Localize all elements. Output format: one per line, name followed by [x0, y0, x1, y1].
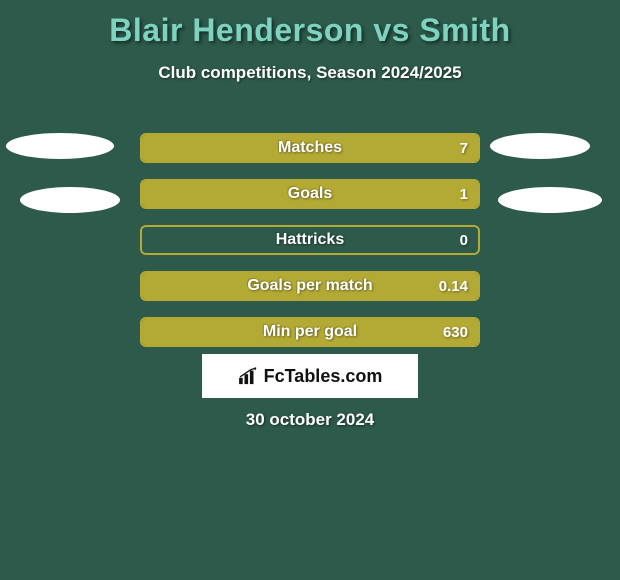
- stat-row: Hattricks0: [140, 225, 480, 255]
- decorative-ellipse: [498, 187, 602, 213]
- stat-value: 0.14: [439, 273, 468, 299]
- bars-icon: [238, 367, 260, 385]
- stat-row: Goals per match0.14: [140, 271, 480, 301]
- stat-row: Goals1: [140, 179, 480, 209]
- stat-label: Matches: [142, 135, 478, 161]
- stat-row: Matches7: [140, 133, 480, 163]
- decorative-ellipse: [20, 187, 120, 213]
- stat-label: Min per goal: [142, 319, 478, 345]
- stat-label: Hattricks: [142, 227, 478, 253]
- page-title: Blair Henderson vs Smith: [0, 0, 620, 49]
- logo: FcTables.com: [238, 366, 383, 387]
- decorative-ellipse: [6, 133, 114, 159]
- stat-value: 7: [460, 135, 468, 161]
- decorative-ellipse: [490, 133, 590, 159]
- logo-text: FcTables.com: [264, 366, 383, 387]
- comparison-chart: Matches7Goals1Hattricks0Goals per match0…: [0, 115, 620, 375]
- stat-label: Goals per match: [142, 273, 478, 299]
- date-text: 30 october 2024: [0, 410, 620, 430]
- stat-row: Min per goal630: [140, 317, 480, 347]
- logo-box: FcTables.com: [202, 354, 418, 398]
- subtitle: Club competitions, Season 2024/2025: [0, 63, 620, 83]
- stat-value: 0: [460, 227, 468, 253]
- stat-value: 630: [443, 319, 468, 345]
- stat-value: 1: [460, 181, 468, 207]
- stat-label: Goals: [142, 181, 478, 207]
